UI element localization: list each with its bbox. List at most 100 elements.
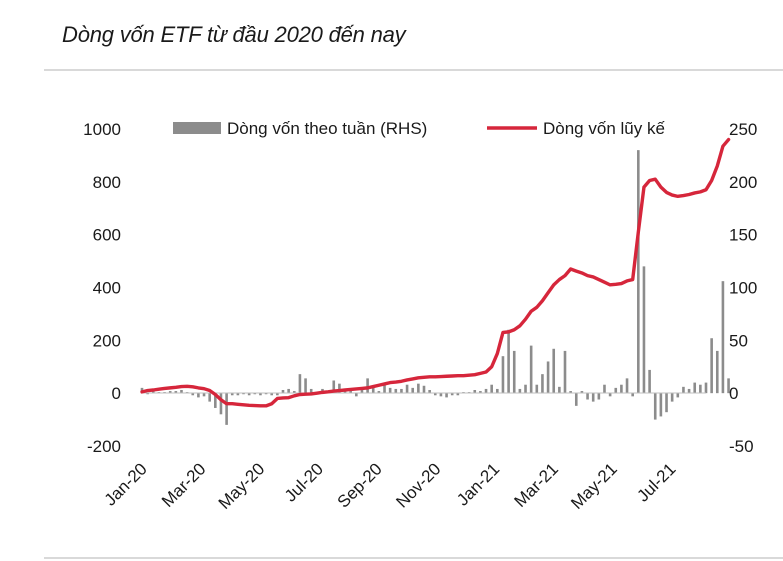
- bar-week-59: [473, 390, 477, 394]
- bar-week-78: [580, 391, 584, 394]
- bar-week-40: [366, 378, 369, 394]
- bar-week-53: [439, 393, 443, 397]
- bar-week-82: [603, 384, 606, 394]
- bar-week-1: [146, 393, 149, 395]
- bar-week-20: [253, 393, 257, 395]
- bar-week-25: [281, 390, 285, 394]
- bar-week-15: [225, 393, 228, 425]
- bar-week-71: [541, 374, 544, 394]
- bar-week-83: [608, 393, 612, 397]
- bar-week-79: [586, 393, 589, 400]
- bar-week-56: [456, 393, 460, 396]
- left-tick-label: -200: [87, 437, 121, 456]
- left-tick-label: 1000: [83, 120, 121, 139]
- bar-week-7: [180, 390, 183, 394]
- bar-week-50: [422, 385, 426, 394]
- bar-week-29: [304, 378, 307, 394]
- left-tick-label: 800: [93, 173, 121, 192]
- cumulative-line-path: [140, 137, 731, 408]
- bar-week-45: [394, 388, 398, 394]
- bar-week-14: [219, 393, 223, 415]
- bar-week-65: [507, 329, 510, 394]
- bar-week-84: [614, 387, 618, 394]
- bar-week-27: [292, 391, 296, 394]
- bar-week-92: [659, 393, 663, 417]
- legend: Dòng vốn theo tuần (RHS) Dòng vốn lũy kế: [173, 119, 665, 138]
- bar-week-86: [625, 378, 629, 394]
- bar-week-87: [631, 393, 634, 397]
- bar-week-88: [637, 150, 640, 394]
- x-tick-label: Jul-21: [633, 459, 679, 505]
- bar-week-85: [620, 384, 623, 394]
- x-tick-label: Sep-20: [334, 459, 386, 511]
- bar-week-9: [191, 393, 195, 396]
- bar-week-89: [642, 266, 646, 394]
- right-tick-label: 0: [729, 384, 738, 403]
- bar-week-18: [242, 393, 245, 395]
- bar-week-23: [270, 393, 274, 396]
- bar-week-75: [563, 350, 567, 394]
- bar-week-17: [236, 393, 240, 396]
- x-tick-label: Jan-20: [101, 459, 151, 509]
- bar-week-67: [518, 388, 522, 394]
- bar-week-24: [276, 393, 279, 396]
- bar-week-46: [400, 388, 403, 394]
- legend-bar-swatch: [173, 122, 221, 134]
- bar-week-44: [388, 387, 392, 394]
- bar-week-43: [383, 384, 386, 394]
- bar-week-12: [208, 393, 211, 402]
- bar-week-13: [214, 393, 217, 408]
- bar-week-16: [230, 393, 234, 396]
- right-axis-ticks: 250 200 150 100 50 0 -50: [729, 120, 757, 456]
- top-divider: [44, 69, 783, 71]
- x-tick-label: Jul-20: [281, 459, 327, 505]
- legend-bar-label: Dòng vốn theo tuần (RHS): [227, 119, 427, 138]
- right-tick-label: 50: [729, 331, 748, 350]
- x-axis: Jan-20 Mar-20 May-20 Jul-20 Sep-20 Nov-20 Jan-…: [101, 459, 680, 513]
- bar-week-80: [591, 393, 595, 402]
- bar-week-98: [693, 382, 697, 394]
- legend-line-label: Dòng vốn lũy kế: [543, 119, 665, 138]
- bar-week-21: [259, 393, 262, 396]
- bar-week-5: [168, 391, 172, 394]
- bar-week-35: [338, 383, 341, 394]
- bar-week-37: [349, 391, 352, 394]
- weekly-flow-bars: [140, 150, 730, 425]
- bottom-divider: [44, 557, 783, 559]
- bar-week-99: [699, 384, 702, 394]
- chart-title: Dòng vốn ETF từ đầu 2020 đến nay: [62, 22, 406, 47]
- bar-week-38: [355, 393, 358, 397]
- bar-week-93: [665, 393, 668, 413]
- bar-week-101: [710, 338, 713, 394]
- x-tick-label: Mar-20: [158, 459, 210, 511]
- x-tick-label: Mar-21: [511, 459, 563, 511]
- bar-week-61: [484, 388, 488, 394]
- bar-week-55: [450, 393, 454, 396]
- bar-week-69: [529, 345, 533, 394]
- bar-week-68: [524, 384, 527, 394]
- bar-week-90: [648, 369, 651, 394]
- bar-week-54: [445, 393, 448, 398]
- bar-week-70: [535, 384, 539, 394]
- left-tick-label: 200: [93, 331, 121, 350]
- x-tick-label: Nov-20: [392, 459, 444, 511]
- bar-week-94: [670, 393, 674, 402]
- right-tick-label: -50: [729, 437, 754, 456]
- bar-week-63: [496, 388, 499, 394]
- bar-week-2: [151, 391, 155, 394]
- left-tick-label: 600: [93, 226, 121, 245]
- bar-week-47: [405, 384, 409, 394]
- bar-week-10: [197, 393, 200, 398]
- bar-week-28: [298, 374, 302, 394]
- bar-week-22: [264, 393, 268, 395]
- bar-week-104: [727, 378, 730, 394]
- bar-week-19: [247, 393, 251, 396]
- bar-week-100: [704, 382, 708, 394]
- bar-week-95: [676, 393, 680, 398]
- left-tick-label: 400: [93, 279, 121, 298]
- x-tick-label: May-20: [215, 459, 269, 513]
- right-tick-label: 200: [729, 173, 757, 192]
- bar-week-52: [433, 393, 437, 396]
- bar-week-96: [682, 386, 685, 394]
